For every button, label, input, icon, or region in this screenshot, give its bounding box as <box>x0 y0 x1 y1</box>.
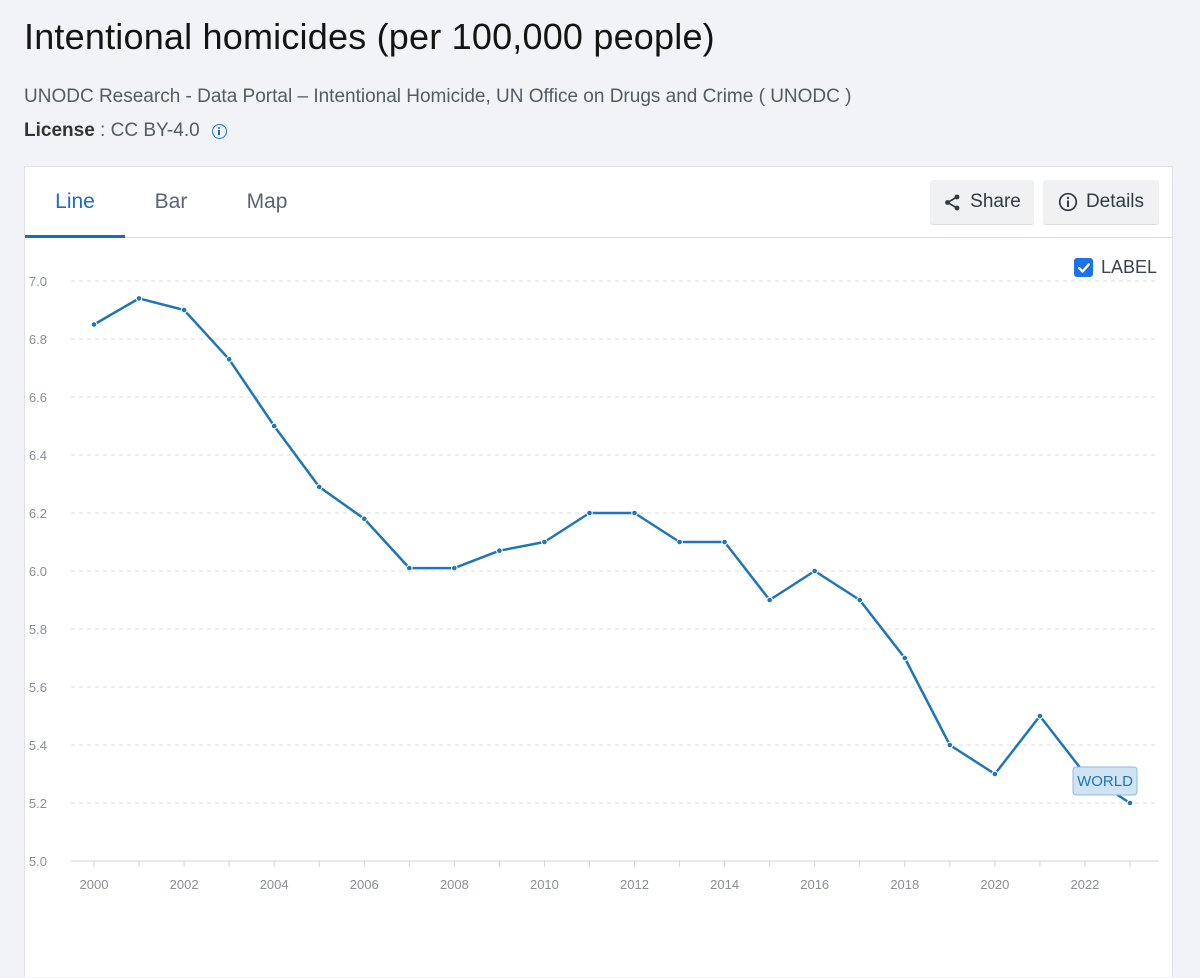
license-info-icon[interactable] <box>211 123 227 139</box>
info-icon <box>1058 192 1078 212</box>
x-tick-label: 2004 <box>260 877 289 892</box>
tab-line[interactable]: Line <box>25 167 125 238</box>
y-tick-label: 5.2 <box>29 796 47 811</box>
data-point <box>135 295 143 302</box>
license-label: License <box>24 120 95 141</box>
data-point <box>631 509 638 517</box>
y-tick-label: 5.6 <box>29 680 47 695</box>
series-end-label-box <box>1072 766 1138 796</box>
data-point <box>541 538 548 546</box>
page-title: Intentional homicides (per 100,000 peopl… <box>24 16 715 57</box>
data-point <box>180 306 188 314</box>
data-point <box>315 483 323 491</box>
y-tick-label: 5.0 <box>29 854 47 869</box>
y-tick-label: 7.0 <box>29 274 47 289</box>
data-point <box>901 654 909 662</box>
share-button[interactable]: Share <box>930 180 1034 224</box>
license-value: : CC BY-4.0 <box>94 120 200 141</box>
view-tabs: Line Bar Map Share Details <box>25 167 1172 238</box>
x-tick-label: 2020 <box>980 877 1009 892</box>
x-tick-label: 2006 <box>350 877 379 892</box>
y-tick-label: 6.8 <box>29 332 47 347</box>
data-point <box>811 567 818 575</box>
details-label: Details <box>1085 191 1145 212</box>
x-tick-label: 2000 <box>80 877 109 892</box>
data-source: UNODC Research - Data Portal – Intention… <box>24 86 852 107</box>
check-icon <box>1077 262 1090 273</box>
x-tick-label: 2010 <box>530 877 559 892</box>
data-point <box>856 596 864 604</box>
x-tick-label: 2014 <box>710 877 739 892</box>
label-toggle[interactable]: LABEL <box>1074 257 1157 278</box>
series-end-label: WORLD <box>1077 773 1133 790</box>
data-point <box>991 770 999 778</box>
x-tick-label: 2018 <box>890 877 919 892</box>
y-tick-label: 6.4 <box>29 448 47 463</box>
x-tick-label: 2012 <box>620 877 649 892</box>
label-toggle-text: LABEL <box>1101 257 1158 277</box>
y-tick-label: 5.4 <box>29 738 47 753</box>
y-tick-label: 6.0 <box>29 564 47 579</box>
data-point <box>586 509 593 517</box>
data-point <box>496 547 503 555</box>
y-tick-label: 6.2 <box>29 506 47 521</box>
data-point <box>451 564 458 572</box>
data-point <box>721 538 728 546</box>
tab-map[interactable]: Map <box>246 190 288 213</box>
x-tick-label: 2022 <box>1070 877 1099 892</box>
data-point <box>90 321 98 328</box>
data-point <box>225 356 233 363</box>
data-point <box>676 538 683 546</box>
line-chart: 5.0 5.2 5.4 5.6 5.8 6.0 6.2 6.4 6.6 6.8 7.0 2000 200… <box>29 274 1159 892</box>
y-tick-label: 6.6 <box>29 390 47 405</box>
license-line: License : CC BY-4.0 <box>24 120 227 142</box>
data-point <box>1126 799 1134 807</box>
chart-card: Line Bar Map Share Details <box>24 166 1173 977</box>
details-button[interactable]: Details <box>1043 180 1159 224</box>
data-point <box>1036 712 1044 720</box>
series-line-world <box>93 297 1131 805</box>
data-point <box>766 596 773 604</box>
x-tick-label: 2008 <box>440 877 469 892</box>
data-point <box>946 741 954 749</box>
y-tick-label: 5.8 <box>29 622 47 637</box>
data-point <box>406 564 413 572</box>
data-point <box>270 422 278 430</box>
tab-bar[interactable]: Bar <box>154 190 188 213</box>
share-icon <box>945 194 960 210</box>
share-label: Share <box>970 191 1021 212</box>
x-tick-label: 2016 <box>800 877 829 892</box>
label-checkbox[interactable] <box>1074 258 1093 277</box>
data-point <box>360 515 368 523</box>
x-tick-label: 2002 <box>170 877 199 892</box>
